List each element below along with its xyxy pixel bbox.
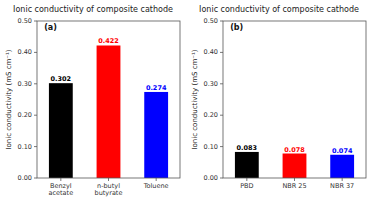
- data-label: 0.074: [332, 147, 353, 155]
- x-tick: [108, 178, 109, 181]
- x-tick: [342, 178, 343, 181]
- x-tick-label: NBR 37: [330, 182, 354, 190]
- bars: [49, 45, 168, 178]
- plot-frame: [223, 21, 366, 178]
- x-tick: [60, 178, 61, 181]
- y-tick-label: 0.20: [18, 111, 32, 119]
- y-tick: [34, 21, 37, 22]
- y-tick-label: 0.10: [18, 143, 32, 151]
- chart-title: Ionic conductivity of composite cathode: [199, 5, 359, 14]
- bar: [97, 45, 121, 178]
- bar: [330, 155, 354, 178]
- y-tick-label: 0.30: [204, 80, 218, 88]
- chart-title: Ionic conductivity of composite cathode: [13, 5, 173, 14]
- data-label: 0.083: [237, 144, 258, 152]
- y-tick: [220, 52, 223, 53]
- y-tick-label: 0.50: [18, 17, 32, 25]
- y-tick-label: 0.30: [18, 80, 32, 88]
- y-axis-label: Ionic conductivity (mS cm⁻¹): [191, 49, 199, 149]
- bar: [49, 83, 73, 178]
- y-tick-label: 0.00: [18, 174, 32, 182]
- data-label: 0.274: [146, 84, 167, 92]
- y-tick: [34, 178, 37, 179]
- bar: [144, 92, 168, 178]
- panel-label: (a): [44, 23, 57, 32]
- x-tick-label: Toluene: [143, 182, 169, 190]
- y-tick: [34, 146, 37, 147]
- y-tick: [220, 83, 223, 84]
- x-tick: [156, 178, 157, 181]
- x-tick-label-line: acetate: [49, 189, 74, 197]
- panel: Ionic conductivity of composite cathode 0…: [191, 5, 366, 190]
- figure: Ionic conductivity of composite cathode 0…: [0, 0, 372, 202]
- y-tick: [34, 115, 37, 116]
- y-tick: [220, 146, 223, 147]
- plot-frame: [37, 21, 180, 178]
- x-tick: [294, 178, 295, 181]
- x-tick-label: PBD: [240, 182, 253, 190]
- x-tick-label: Benzylacetate: [49, 182, 74, 197]
- x-tick: [246, 178, 247, 181]
- y-tick: [34, 83, 37, 84]
- data-label: 0.078: [284, 146, 305, 154]
- y-tick: [220, 21, 223, 22]
- y-tick: [220, 115, 223, 116]
- y-tick: [34, 52, 37, 53]
- y-tick: [220, 178, 223, 179]
- y-tick-label: 0.00: [204, 174, 218, 182]
- x-tick-label-line: butyrate: [95, 189, 123, 197]
- y-tick-label: 0.40: [18, 48, 32, 56]
- bar: [283, 154, 307, 178]
- y-tick-label: 0.40: [204, 48, 218, 56]
- x-tick-label: n-butylbutyrate: [95, 182, 123, 197]
- x-tick-label: NBR 25: [282, 182, 306, 190]
- y-axis-label: Ionic conductivity (mS cm⁻¹): [5, 49, 13, 149]
- panel: Ionic conductivity of composite cathode 0…: [5, 5, 180, 197]
- panel-label: (b): [230, 23, 243, 32]
- data-label: 0.422: [98, 37, 119, 45]
- y-tick-label: 0.20: [204, 111, 218, 119]
- y-tick-label: 0.10: [204, 143, 218, 151]
- bar: [235, 152, 259, 178]
- y-tick-label: 0.50: [204, 17, 218, 25]
- bars: [235, 152, 354, 178]
- data-label: 0.302: [51, 75, 72, 83]
